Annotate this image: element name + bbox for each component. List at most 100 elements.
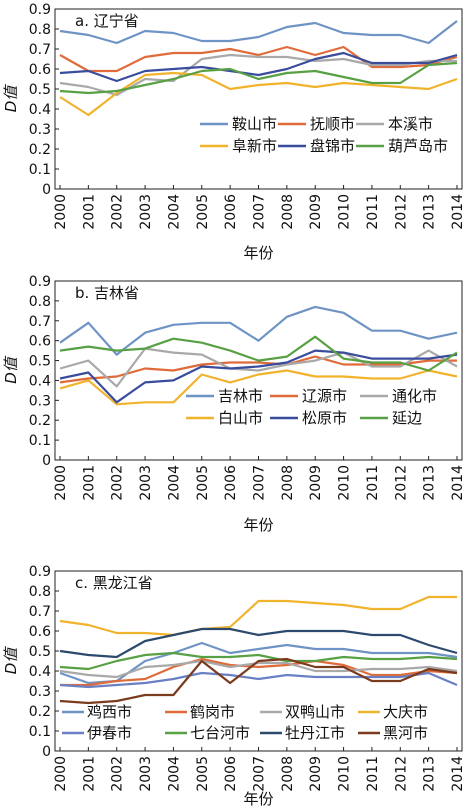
x-tick-label: 2014 bbox=[450, 194, 466, 230]
y-tick-label: 0.4 bbox=[29, 664, 51, 680]
y-tick-label: 0.6 bbox=[29, 334, 51, 350]
y-axis-label: D值 bbox=[2, 355, 20, 384]
series-line-2 bbox=[59, 659, 458, 679]
x-axis-label: 年份 bbox=[243, 244, 273, 262]
x-tick-label: 2013 bbox=[422, 194, 438, 230]
y-tick-label: 0.4 bbox=[29, 102, 51, 118]
series-line-4 bbox=[59, 349, 458, 404]
x-tick-label: 2000 bbox=[53, 756, 69, 792]
y-tick-label: 0 bbox=[42, 744, 51, 760]
chart-title: c. 黑龙江省 bbox=[75, 574, 153, 592]
y-tick-label: 0.1 bbox=[29, 724, 51, 740]
x-tick-label: 2014 bbox=[450, 756, 466, 792]
x-tick-label: 2003 bbox=[138, 756, 154, 792]
series-line-4 bbox=[59, 671, 458, 689]
series-line-0 bbox=[59, 20, 458, 45]
series-line-2 bbox=[59, 347, 458, 388]
series-line-1 bbox=[60, 657, 458, 687]
x-tick-label: 2012 bbox=[393, 756, 409, 792]
series-line-5 bbox=[59, 61, 458, 95]
y-tick-label: 0.7 bbox=[29, 42, 51, 58]
chart-0: 0 0.1 0.2 0.3 0.4 0.5 0.6 0.7 0.8 0.9 2000 2001 2002… bbox=[2, 2, 466, 262]
x-tick-label: 2012 bbox=[393, 194, 409, 230]
x-tick-label: 2000 bbox=[53, 465, 69, 501]
y-tick-label: 0.3 bbox=[29, 122, 51, 138]
x-tick-label: 2010 bbox=[337, 465, 353, 501]
series-line-5 bbox=[59, 651, 458, 671]
x-tick-label: 2006 bbox=[223, 465, 239, 501]
legend-label: 吉林市 bbox=[218, 387, 263, 405]
x-tick-label: 2008 bbox=[280, 194, 296, 230]
series-line-3 bbox=[59, 595, 457, 637]
y-tick-label: 0 bbox=[42, 453, 51, 469]
x-tick-label: 2005 bbox=[195, 756, 211, 792]
y-tick-label: 0.2 bbox=[29, 142, 51, 158]
x-tick-label: 2007 bbox=[252, 756, 268, 792]
x-tick-label: 2011 bbox=[365, 465, 381, 501]
legend-label: 鹤岗市 bbox=[190, 703, 235, 721]
x-tick-label: 2013 bbox=[422, 756, 438, 792]
series-line-1 bbox=[59, 45, 458, 73]
y-tick-label: 0.1 bbox=[29, 433, 51, 449]
x-tick-label: 2000 bbox=[53, 194, 69, 230]
x-tick-label: 2003 bbox=[138, 465, 154, 501]
legend-label: 白山市 bbox=[218, 409, 263, 427]
y-axis-label: D值 bbox=[2, 84, 20, 113]
series-line-5 bbox=[59, 335, 458, 372]
x-tick-label: 2009 bbox=[308, 465, 324, 501]
x-tick-label: 2004 bbox=[166, 194, 182, 230]
y-tick-label: 0.8 bbox=[29, 22, 51, 38]
x-tick-label: 2011 bbox=[365, 756, 381, 792]
y-axis-label: D值 bbox=[2, 646, 20, 675]
y-tick-label: 0.2 bbox=[29, 413, 51, 429]
legend-label: 抚顺市 bbox=[310, 115, 355, 133]
x-tick-label: 2010 bbox=[337, 194, 353, 230]
y-tick-label: 0.6 bbox=[29, 624, 51, 640]
y-tick-label: 0.4 bbox=[29, 373, 51, 389]
legend-label: 盘锦市 bbox=[310, 137, 355, 155]
chart-2: 0 0.1 0.2 0.3 0.4 0.5 0.6 0.7 0.8 0.9 2000 2001 2002… bbox=[2, 564, 466, 808]
legend-label: 大庆市 bbox=[383, 703, 428, 721]
series-line-3 bbox=[59, 369, 458, 406]
legend-label: 七台河市 bbox=[190, 724, 250, 742]
x-tick-label: 2005 bbox=[195, 194, 211, 230]
y-tick-label: 0.3 bbox=[29, 393, 51, 409]
x-tick-label: 2006 bbox=[223, 194, 239, 230]
x-tick-label: 2003 bbox=[138, 194, 154, 230]
x-tick-label: 2006 bbox=[223, 756, 239, 792]
y-tick-label: 0.1 bbox=[29, 162, 51, 178]
x-tick-label: 2004 bbox=[166, 465, 182, 501]
x-tick-label: 2001 bbox=[81, 756, 97, 792]
y-tick-label: 0.9 bbox=[29, 274, 51, 290]
x-tick-label: 2002 bbox=[110, 194, 126, 230]
legend-label: 牡丹江市 bbox=[285, 724, 345, 742]
x-tick-label: 2010 bbox=[337, 756, 353, 792]
y-tick-label: 0.2 bbox=[29, 704, 51, 720]
legend-label: 阜新市 bbox=[232, 137, 277, 155]
chart-title: b. 吉林省 bbox=[75, 284, 139, 302]
legend-label: 松原市 bbox=[302, 409, 347, 427]
y-tick-label: 0.5 bbox=[29, 644, 51, 660]
legend-label: 鸡西市 bbox=[87, 703, 132, 721]
x-axis-label: 年份 bbox=[243, 790, 273, 808]
y-tick-label: 0.9 bbox=[29, 564, 51, 580]
x-tick-label: 2005 bbox=[195, 465, 211, 501]
legend-label: 本溪市 bbox=[388, 115, 433, 133]
series-line-6 bbox=[59, 627, 458, 659]
x-tick-label: 2009 bbox=[308, 194, 324, 230]
x-tick-label: 2002 bbox=[110, 756, 126, 792]
y-tick-label: 0.9 bbox=[29, 2, 51, 18]
legend-label: 双鸭山市 bbox=[285, 703, 345, 721]
x-axis-label: 年份 bbox=[243, 516, 273, 534]
y-tick-label: 0.5 bbox=[29, 82, 51, 98]
x-tick-label: 2007 bbox=[252, 194, 268, 230]
x-tick-label: 2001 bbox=[81, 194, 97, 230]
x-tick-label: 2009 bbox=[308, 756, 324, 792]
y-tick-label: 0.7 bbox=[29, 604, 51, 620]
x-tick-label: 2001 bbox=[81, 465, 97, 501]
legend-label: 鞍山市 bbox=[232, 115, 277, 133]
y-tick-label: 0.3 bbox=[29, 684, 51, 700]
series-line-7 bbox=[59, 657, 458, 705]
legend-label: 辽源市 bbox=[302, 387, 347, 405]
